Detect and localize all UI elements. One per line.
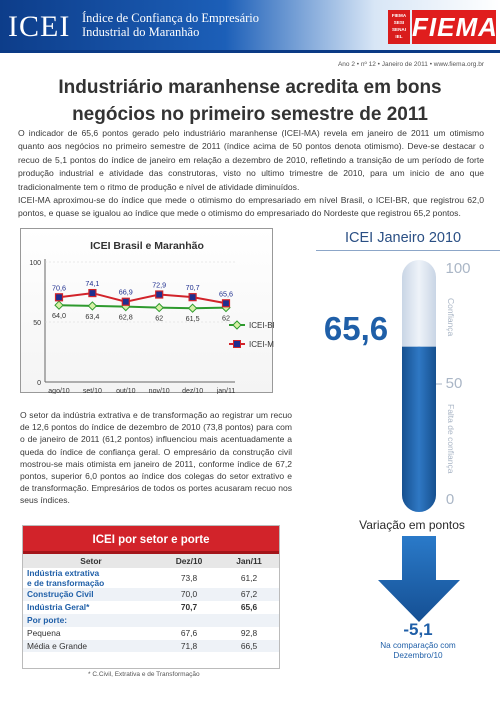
row-dez: 67,6 (180, 628, 198, 639)
row-label: Indústria extrativa e de transformação (27, 568, 105, 588)
data-label: 62,8 (119, 313, 133, 322)
data-label: 66,9 (119, 288, 133, 297)
row-jan: 92,8 (240, 628, 258, 639)
header-banner: ICEI Índice de Confiança do Empresário I… (0, 0, 500, 53)
x-tick-label: dez/10 (182, 388, 203, 394)
headline: Industriário maranhense acredita em bons… (58, 77, 442, 125)
sector-text: O setor da indústria extrativa e de tran… (20, 410, 292, 506)
y-tick-label: 100 (29, 260, 41, 267)
data-label: 72,9 (152, 281, 166, 290)
sector-table: ICEI por setor e porte Setor Dez/10 Jan/… (22, 525, 280, 669)
table-row: Indústria Geral* 70,7 65,6 (23, 601, 279, 614)
data-point (121, 297, 130, 306)
row-dez: 70,7 (180, 602, 198, 613)
table-header-row: Setor Dez/10 Jan/11 (23, 554, 279, 568)
row-label: Indústria Geral* (27, 602, 90, 613)
data-label: 74,1 (85, 279, 99, 288)
row-jan: 66,5 (219, 639, 279, 653)
table-row: Por porte: (23, 613, 279, 627)
row-label: Média e Grande (23, 639, 159, 653)
row-dez: 70,0 (159, 588, 219, 601)
chart-title: ICEI Brasil e Maranhão (90, 240, 204, 252)
variation-title: Variação em pontos (359, 518, 465, 532)
data-label: 62 (155, 314, 163, 323)
fiema-logo: FIEMA (412, 10, 498, 44)
table-row: Média e Grande 71,8 66,5 (23, 639, 279, 653)
data-point (54, 300, 64, 310)
legend-marker (233, 340, 241, 348)
data-point (188, 293, 197, 302)
data-label: 64,0 (52, 311, 66, 320)
table-row: Pequena 67,6 92,8 (23, 627, 279, 640)
intro-paragraph-1: O indicador de 65,6 pontos gerado pelo i… (18, 128, 484, 192)
table-grid: Setor Dez/10 Jan/11 Indústria extrativa … (23, 554, 279, 653)
y-tick-label: 50 (33, 320, 41, 327)
legend-marker (232, 320, 242, 330)
chart-svg: ICEI Brasil e Maranhão 0 50 100 ago/10 set/10… (29, 240, 274, 394)
data-label: 62 (222, 314, 230, 323)
porte-label: Por porte: (23, 613, 159, 627)
row-jan: 61,2 (240, 573, 258, 583)
data-point (54, 293, 64, 302)
table-row: Construção Civil 70,0 67,2 (23, 588, 279, 601)
down-arrow-icon (378, 536, 460, 622)
x-tick-label: jan/11 (216, 388, 236, 394)
intro-paragraph-2: ICEI-MA aproximou-se do índice que mede … (18, 195, 484, 219)
issue-line: Ano 2 • nº 12 • Janeiro de 2011 • www.fi… (337, 61, 484, 68)
data-label: 61,5 (186, 314, 200, 323)
row-jan: 67,2 (219, 588, 279, 601)
x-tick-label: nov/10 (149, 388, 170, 394)
gauge-mid-label: 50 (446, 375, 463, 392)
row-label: Pequena (27, 628, 61, 639)
row-dez: 73,8 (180, 573, 198, 583)
brand-title: ICEI (8, 10, 71, 43)
series-line-1 (58, 292, 227, 305)
row-label: Construção Civil (23, 588, 159, 601)
series-line-0 (58, 304, 227, 310)
header-setor: Setor (23, 554, 159, 568)
row-jan: 65,6 (240, 602, 258, 613)
data-point (87, 301, 98, 311)
x-tick-label: out/10 (116, 388, 136, 394)
gauge-svg: 65,6 100 50 0 Confiança Falta de confian… (312, 260, 471, 512)
header-subtitle: Índice de Confiança do Empresário Indust… (82, 11, 260, 39)
divider (316, 250, 500, 251)
partner-logos: FIEMA SESI SENAI IEL (388, 10, 410, 44)
gauge-lower-caption: Falta de confiança (446, 404, 456, 474)
gauge-value-box (312, 306, 396, 350)
header-jan: Jan/11 (219, 554, 279, 568)
x-tick-label: set/10 (83, 388, 102, 394)
variation-value: -5,1 (403, 620, 433, 639)
data-label: 70,7 (186, 283, 200, 292)
table-title: ICEI por setor e porte (23, 526, 279, 554)
data-label: 63,4 (85, 312, 99, 321)
data-label: 70,6 (52, 283, 66, 292)
line-chart: ICEI Brasil e Maranhão 0 50 100 ago/10 set/10… (20, 228, 274, 394)
intro-text: O indicador de 65,6 pontos gerado pelo i… (18, 127, 484, 221)
legend-label: ICEI-BR (249, 321, 274, 330)
data-point (88, 288, 97, 298)
gauge-fill (402, 346, 436, 512)
fiema-logo-group: FIEMA SESI SENAI IEL FIEMA (388, 10, 498, 44)
data-point (154, 302, 164, 313)
x-tick-label: ago/10 (48, 388, 70, 394)
data-point (155, 290, 164, 299)
data-point (187, 303, 198, 313)
row-dez: 71,8 (159, 639, 219, 653)
table-footnote: * C.Civil, Extrativa e de Transformação (88, 671, 200, 678)
legend-label: ICEI-MA (249, 340, 274, 349)
gauge-min-label: 0 (446, 491, 454, 508)
gauge-upper-caption: Confiança (446, 298, 456, 337)
data-label: 65,6 (219, 289, 233, 298)
table-row: Indústria extrativa e de transformação 7… (23, 568, 279, 588)
gauge-max-label: 100 (445, 260, 470, 277)
variation-note: Na comparação com Dezembro/10 (380, 641, 456, 660)
data-point (221, 299, 231, 308)
header-dez: Dez/10 (159, 554, 219, 568)
gauge-fill-cap (402, 346, 436, 367)
gauge-title: ICEI Janeiro 2010 (345, 230, 462, 246)
gauge-value: 65,6 (324, 310, 388, 347)
y-tick-label: 0 (37, 380, 41, 387)
